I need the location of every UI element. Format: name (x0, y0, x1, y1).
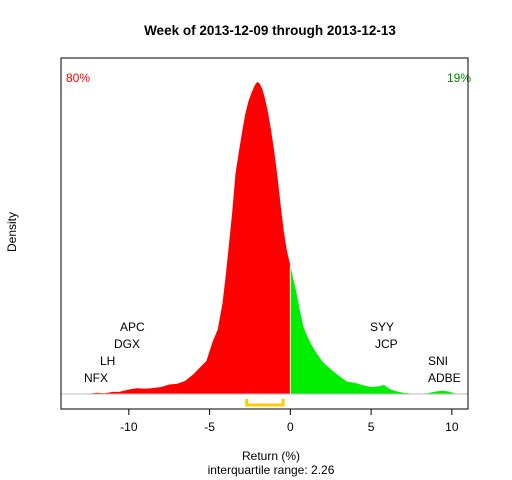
positive-return-area (290, 265, 457, 394)
x-tick-label: 5 (368, 420, 375, 434)
iqr-subtitle: interquartile range: 2.26 (208, 463, 335, 477)
ticker-label-jcp: JCP (375, 337, 398, 351)
y-axis-label: Density (5, 212, 19, 252)
ticker-label-sni: SNI (428, 354, 448, 368)
iqr-bracket (245, 399, 285, 407)
x-tick-label: 0 (287, 420, 294, 434)
x-tick-label: -5 (204, 420, 215, 434)
left-share-label: 80% (66, 71, 90, 85)
x-tick-label: -10 (120, 420, 138, 434)
density-areas (61, 81, 468, 395)
negative-return-area (86, 81, 291, 395)
ticker-label-dgx: DGX (114, 337, 140, 351)
x-axis: -10 -5 0 5 10 (120, 409, 459, 434)
plot-frame (60, 57, 469, 410)
ticker-label-syy: SYY (370, 320, 394, 334)
ticker-label-lh: LH (100, 354, 115, 368)
ticker-label-apc: APC (120, 320, 145, 334)
ticker-label-adbe: ADBE (428, 371, 461, 385)
x-tick-label: 10 (445, 420, 459, 434)
x-axis-label: Return (%) (242, 449, 300, 463)
right-share-label: 19% (447, 71, 471, 85)
iqr-bar (245, 399, 285, 407)
chart-title: Week of 2013-12-09 through 2013-12-13 (144, 23, 396, 38)
ticker-label-nfx: NFX (84, 371, 108, 385)
